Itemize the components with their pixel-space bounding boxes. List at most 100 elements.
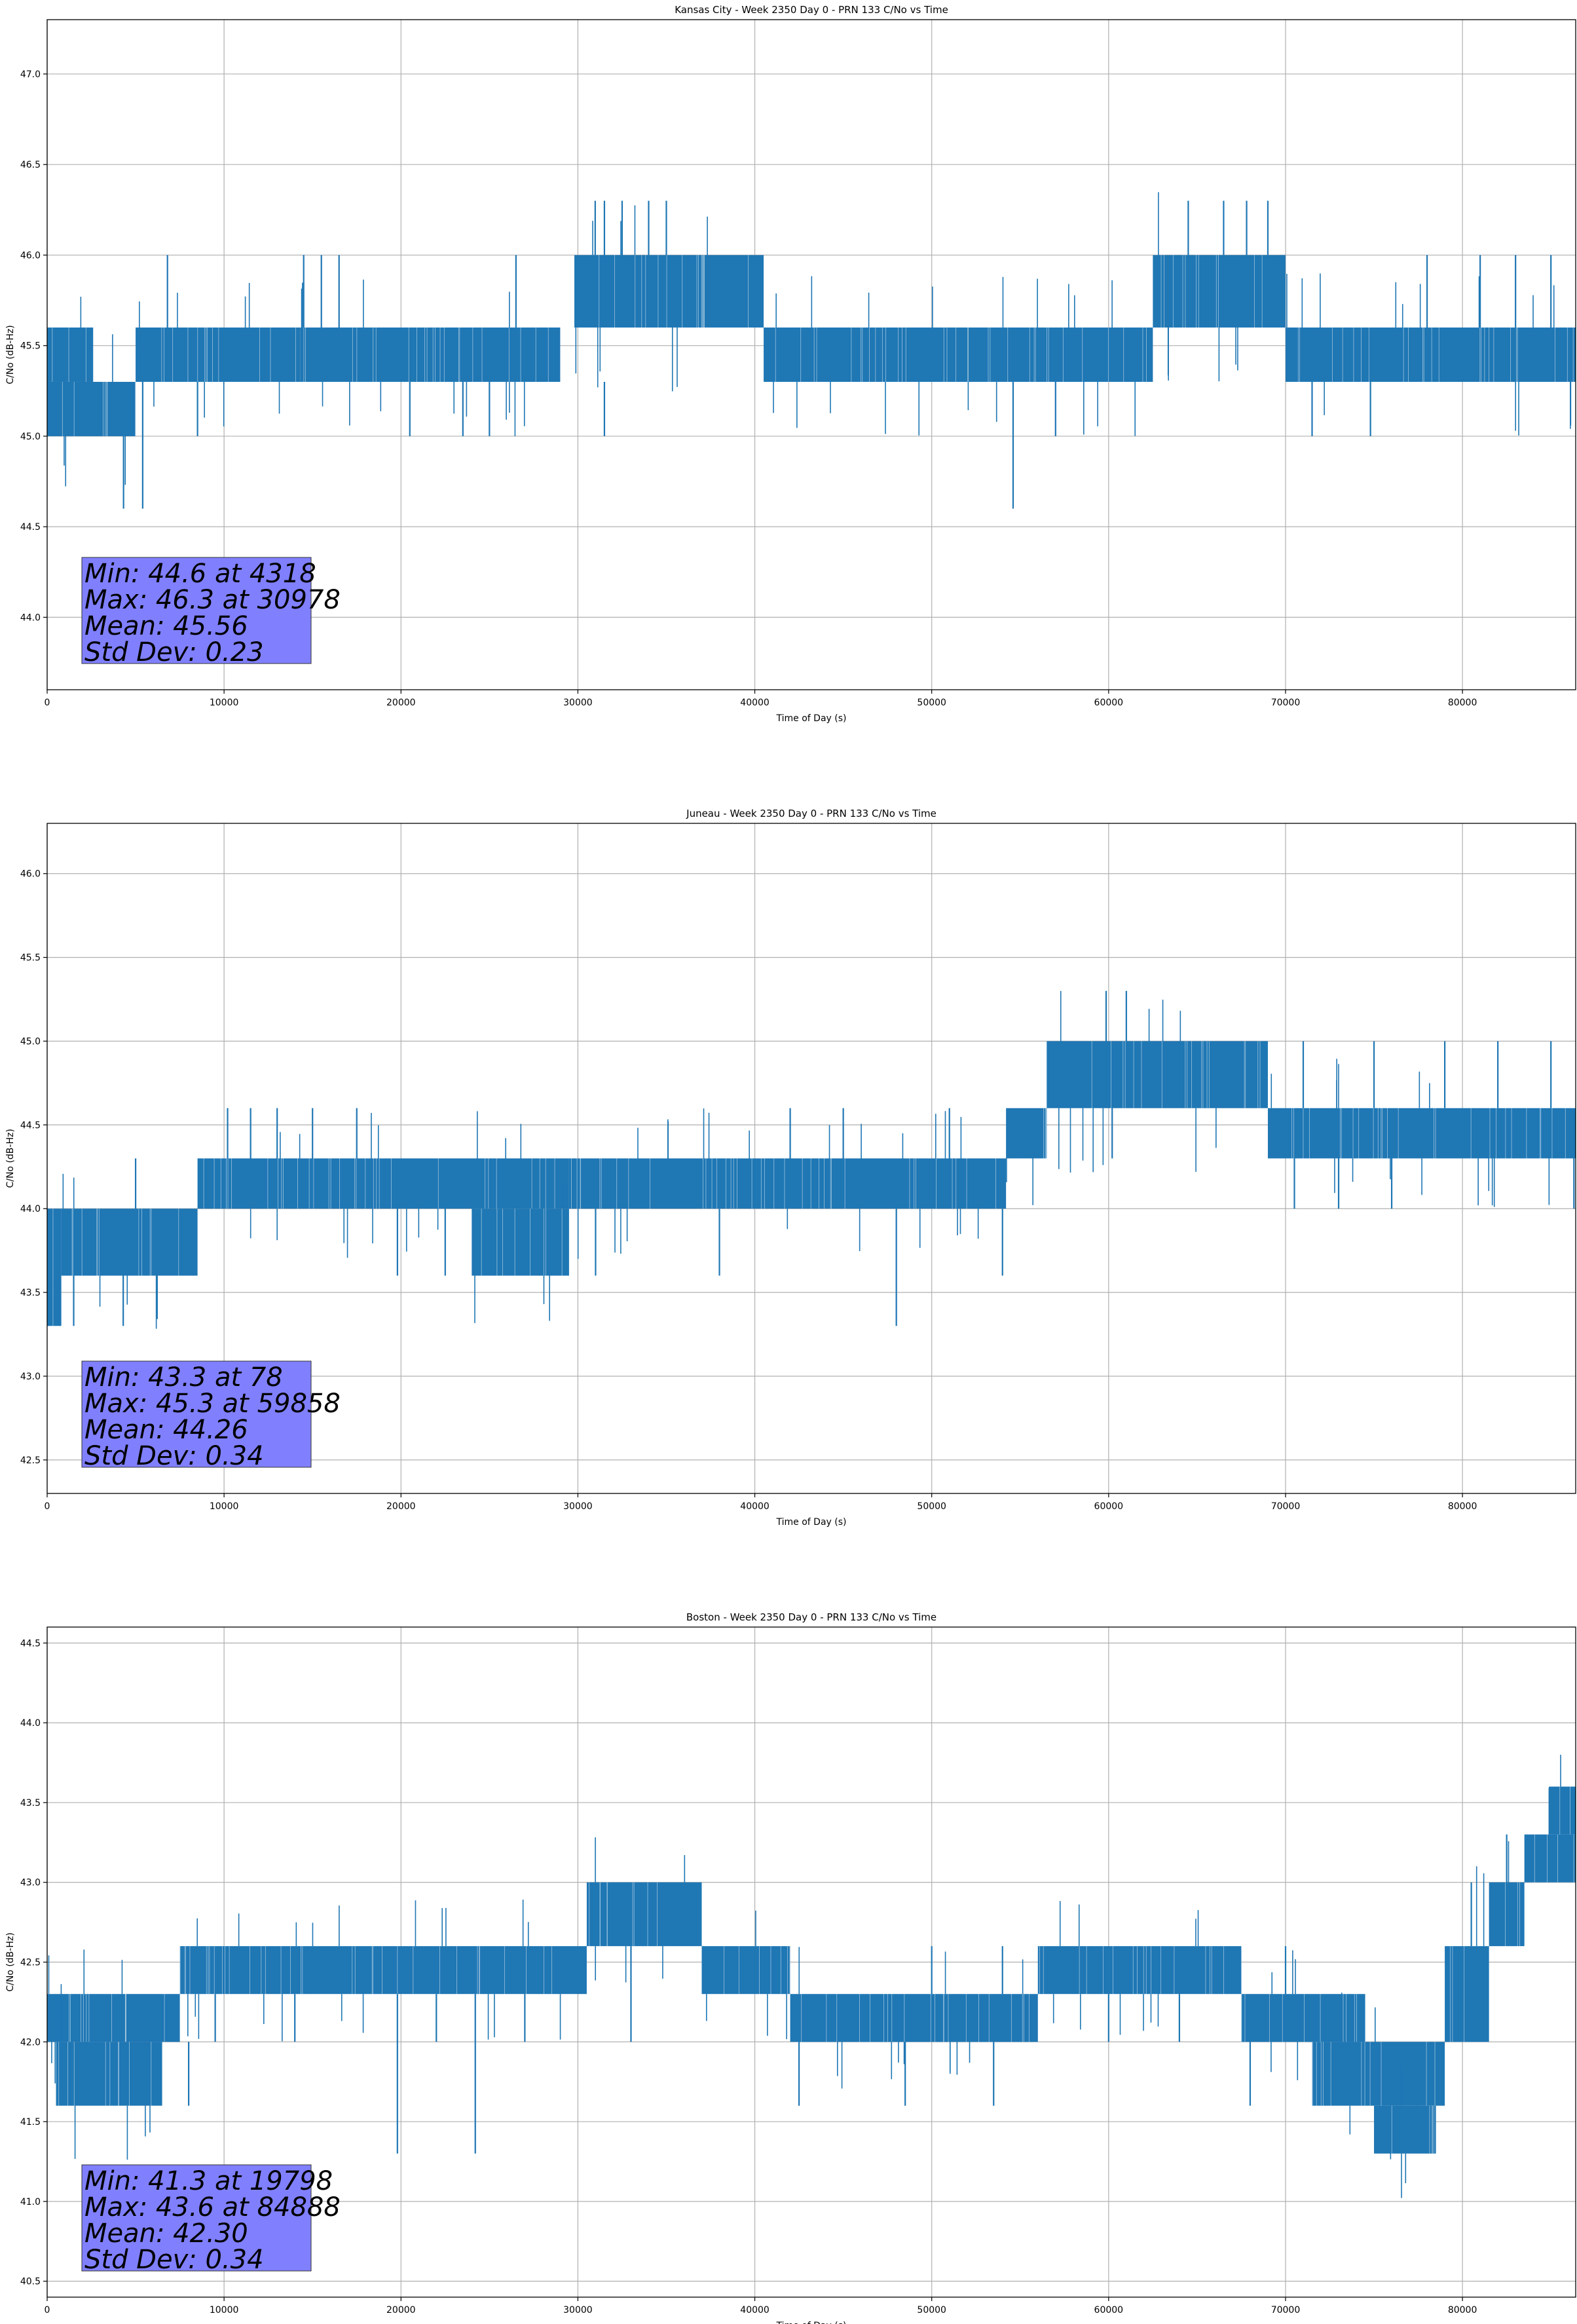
y-tick-label: 42.5 xyxy=(20,1455,41,1466)
y-tick-label: 42.5 xyxy=(20,1958,41,1968)
x-tick-label: 60000 xyxy=(1094,698,1124,708)
x-tick-label: 40000 xyxy=(740,2305,770,2315)
y-axis-label: C/No (dB-Hz) xyxy=(5,325,16,384)
y-tick-label: 42.0 xyxy=(20,2037,41,2048)
y-tick-label: 46.5 xyxy=(20,160,41,170)
stats-box xyxy=(81,2164,312,2272)
stats-line: Min: 43.3 at 78 xyxy=(84,1362,283,1393)
y-tick-label: 45.5 xyxy=(20,953,41,964)
stats-line: Mean: 42.30 xyxy=(84,2219,248,2249)
data-band xyxy=(1312,2042,1445,2106)
x-tick-label: 50000 xyxy=(917,698,946,708)
x-tick-label: 70000 xyxy=(1271,2305,1301,2315)
x-tick-label: 30000 xyxy=(563,698,593,708)
y-tick-label: 44.0 xyxy=(20,1204,41,1214)
data-band xyxy=(568,1158,1007,1209)
stats-line: Max: 46.3 at 30978 xyxy=(84,585,341,615)
stats-line: Max: 43.6 at 84888 xyxy=(84,2192,341,2222)
y-tick-label: 44.0 xyxy=(20,1718,41,1729)
y-tick-label: 44.5 xyxy=(20,522,41,533)
data-band xyxy=(1267,1108,1576,1159)
x-tick-label: 50000 xyxy=(917,2305,946,2315)
x-tick-label: 0 xyxy=(45,1501,50,1512)
x-axis-label: Time of Day (s) xyxy=(776,2321,847,2324)
data-band xyxy=(586,1882,702,1947)
x-tick-label: 60000 xyxy=(1094,1501,1124,1512)
stats-line: Min: 41.3 at 19798 xyxy=(84,2166,333,2196)
x-axis-label: Time of Day (s) xyxy=(776,1517,847,1527)
axes-frame xyxy=(46,19,1576,690)
stats-box xyxy=(81,557,312,664)
series-line xyxy=(47,1754,1576,2198)
y-tick-label: 43.5 xyxy=(20,1798,41,1809)
data-band xyxy=(1241,1994,1365,2042)
y-tick-label: 40.5 xyxy=(20,2277,41,2287)
data-band xyxy=(1445,1946,1489,2042)
data-band xyxy=(790,1994,1038,2042)
chart-title: Boston - Week 2350 Day 0 - PRN 133 C/No … xyxy=(686,1611,937,1623)
stats-line: Std Dev: 0.34 xyxy=(84,2245,264,2275)
data-band xyxy=(1037,1946,1242,1995)
chart-title: Juneau - Week 2350 Day 0 - PRN 133 C/No … xyxy=(686,808,937,819)
stats-line: Mean: 45.56 xyxy=(84,611,248,641)
y-tick-label: 45.5 xyxy=(20,341,41,352)
x-tick-label: 80000 xyxy=(1448,1501,1477,1512)
x-tick-label: 10000 xyxy=(210,2305,239,2315)
y-axis-label: C/No (dB-Hz) xyxy=(5,1129,16,1188)
y-tick-label: 44.0 xyxy=(20,612,41,623)
x-tick-label: 10000 xyxy=(210,1501,239,1512)
data-band xyxy=(1549,1786,1576,1835)
data-band xyxy=(47,328,94,382)
x-tick-label: 80000 xyxy=(1448,2305,1477,2315)
stats-line: Max: 45.3 at 59858 xyxy=(84,1389,341,1419)
x-tick-label: 20000 xyxy=(386,698,416,708)
x-tick-label: 50000 xyxy=(917,1501,946,1512)
x-tick-label: 10000 xyxy=(210,698,239,708)
data-band xyxy=(136,328,301,382)
x-tick-label: 80000 xyxy=(1448,698,1477,708)
stats-line: Std Dev: 0.23 xyxy=(84,637,264,667)
chart-1: 0 10000 20000 30000 40000 50000 60000 70000 8000… xyxy=(5,4,1576,724)
y-tick-label: 46.0 xyxy=(20,250,41,261)
data-band xyxy=(47,381,136,436)
data-band xyxy=(47,1994,180,2042)
data-band xyxy=(1489,1882,1525,1947)
y-tick-label: 47.0 xyxy=(20,69,41,80)
data-band xyxy=(764,328,1153,382)
stats-line: Std Dev: 0.34 xyxy=(84,1441,264,1471)
x-tick-label: 0 xyxy=(45,2305,50,2315)
data-band xyxy=(1524,1834,1576,1883)
x-tick-label: 30000 xyxy=(563,2305,593,2315)
data-band xyxy=(300,328,561,382)
x-tick-label: 30000 xyxy=(563,1501,593,1512)
x-tick-label: 70000 xyxy=(1271,698,1301,708)
data-band xyxy=(56,2042,162,2106)
x-axis-label: Time of Day (s) xyxy=(776,713,847,724)
x-tick-label: 0 xyxy=(45,698,50,708)
data-band xyxy=(1006,1108,1047,1159)
y-tick-label: 41.0 xyxy=(20,2197,41,2207)
data-band xyxy=(1153,255,1286,328)
x-tick-label: 20000 xyxy=(386,2305,416,2315)
data-band xyxy=(61,1209,198,1276)
data-band xyxy=(197,1158,569,1209)
chart-3: 0 10000 20000 30000 40000 50000 60000 70000 8000… xyxy=(5,1611,1576,2324)
x-tick-label: 40000 xyxy=(740,698,770,708)
axes-frame xyxy=(46,823,1576,1494)
y-tick-label: 43.5 xyxy=(20,1288,41,1298)
y-tick-label: 45.0 xyxy=(20,432,41,442)
data-band xyxy=(47,1209,62,1326)
y-tick-label: 46.0 xyxy=(20,869,41,880)
chart-2: 0 10000 20000 30000 40000 50000 60000 70000 8000… xyxy=(5,808,1576,1527)
data-band xyxy=(1047,1041,1268,1108)
y-tick-label: 41.5 xyxy=(20,2117,41,2127)
x-tick-label: 20000 xyxy=(386,1501,416,1512)
data-band xyxy=(574,255,764,328)
data-band xyxy=(701,1946,790,1995)
data-band xyxy=(1285,328,1576,382)
data-band xyxy=(1374,2105,1436,2154)
stats-line: Min: 44.6 at 4318 xyxy=(84,559,316,589)
x-tick-label: 60000 xyxy=(1094,2305,1124,2315)
y-tick-label: 43.0 xyxy=(20,1372,41,1382)
